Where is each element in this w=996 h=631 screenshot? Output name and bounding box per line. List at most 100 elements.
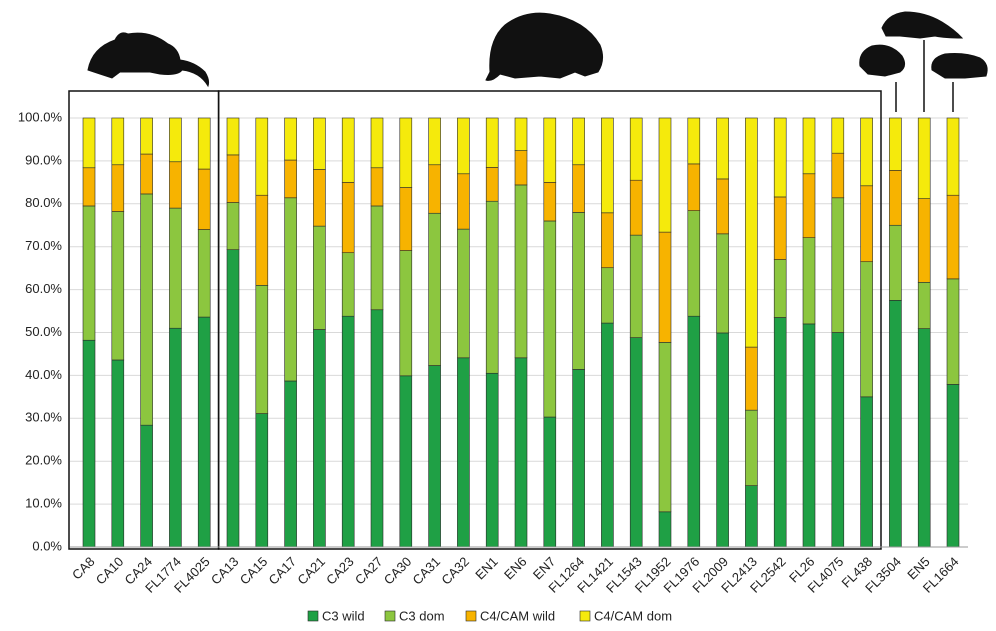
bar-segment <box>82 339 96 548</box>
bar-segment <box>745 346 758 411</box>
bar-segment <box>601 267 614 324</box>
group-boxes <box>68 90 882 550</box>
bar-segment <box>658 117 672 233</box>
bar-segment <box>889 117 902 171</box>
bar-segment <box>601 117 614 214</box>
bar-segment <box>687 315 701 548</box>
x-tick-label: CA21 <box>294 554 328 588</box>
x-tick-label: CA15 <box>237 554 271 588</box>
bar-segment <box>169 327 182 548</box>
y-tick-label: 20.0% <box>25 453 62 468</box>
y-tick-label: 40.0% <box>25 367 62 382</box>
bar-segment <box>313 117 326 170</box>
bar-segment <box>745 117 758 348</box>
bar-segment <box>341 252 355 317</box>
bar-segment <box>111 117 125 166</box>
bar-segment <box>457 173 470 230</box>
bar-segment <box>457 228 470 359</box>
bar-segment <box>82 117 96 169</box>
x-tick-label: CA32 <box>438 554 472 588</box>
bar-segment <box>831 152 845 199</box>
bar-segment <box>370 117 384 169</box>
bar-segment <box>889 300 902 548</box>
bar-segment <box>831 197 845 333</box>
bar-segment <box>514 184 528 359</box>
bar-segment <box>255 194 269 286</box>
bar-segment <box>543 182 557 222</box>
x-tick-label: CA13 <box>208 554 242 588</box>
legend-label: C3 wild <box>322 608 365 623</box>
bar-segment <box>658 511 672 548</box>
bar-segment <box>773 259 787 318</box>
bar-segment <box>140 117 153 155</box>
bar-segment <box>543 117 557 183</box>
y-tick-label: 90.0% <box>25 152 62 167</box>
bar-segment <box>802 323 816 548</box>
bar-segment <box>514 150 528 186</box>
legend-swatch <box>307 610 319 622</box>
bar-segment <box>917 282 931 329</box>
bar-segment <box>485 117 499 168</box>
bar-segment <box>457 117 470 175</box>
bar-segment <box>341 182 355 254</box>
x-tick-label: CA30 <box>381 554 415 588</box>
bar-segment <box>284 117 297 161</box>
bar-segment <box>946 384 960 548</box>
bar-segment <box>370 309 384 548</box>
x-tick-label: CA27 <box>352 554 386 588</box>
y-tick-label: 10.0% <box>25 496 62 511</box>
bar-segment <box>197 229 211 318</box>
animal-silhouette <box>931 53 988 79</box>
y-tick-label: 30.0% <box>25 410 62 425</box>
bar-segment <box>860 261 873 398</box>
x-tick-label: EN1 <box>472 554 500 582</box>
x-tick-label: CA31 <box>410 554 444 588</box>
bar-segment <box>917 328 931 548</box>
bar-segment <box>629 179 643 236</box>
bar-segment <box>255 117 269 196</box>
bar-segment <box>543 220 557 418</box>
bar-segment <box>111 211 125 361</box>
bar-segment <box>716 233 729 334</box>
animal-silhouette <box>881 11 964 39</box>
bar-segment <box>572 164 585 213</box>
bar-segment <box>831 117 845 154</box>
bar-segment <box>82 205 96 341</box>
bar-segment <box>313 225 326 330</box>
legend-swatch <box>465 610 477 622</box>
bar-segment <box>917 117 931 199</box>
bar-segment <box>197 117 211 170</box>
bar-segment <box>140 193 153 426</box>
bar-segment <box>197 316 211 548</box>
bar-segment <box>428 117 441 166</box>
legend-label: C4/CAM wild <box>480 608 555 623</box>
bar-segment <box>946 117 960 196</box>
bar-segment <box>860 396 873 548</box>
bar-segment <box>802 237 816 325</box>
bar-segment <box>601 212 614 269</box>
bar-segment <box>313 169 326 227</box>
bar-segment <box>428 164 441 214</box>
bar-segment <box>860 185 873 263</box>
bar-segment <box>802 173 816 238</box>
bar-segment <box>658 342 672 513</box>
bar-segment <box>284 159 297 199</box>
x-tick-label: EN6 <box>501 554 529 582</box>
bar-segment <box>514 357 528 548</box>
bar-segment <box>831 332 845 548</box>
bar-segment <box>514 117 528 151</box>
y-tick-label: 50.0% <box>25 324 62 339</box>
legend-label: C4/CAM dom <box>594 608 672 623</box>
bar-segment <box>255 413 269 548</box>
bar-segment <box>946 194 960 280</box>
bar-segment <box>773 317 787 548</box>
bar-segment <box>341 315 355 548</box>
bar-segment <box>284 380 297 548</box>
bar-segment <box>341 117 355 183</box>
x-tick-label: CA17 <box>266 554 300 588</box>
bar-segment <box>111 164 125 212</box>
group-box <box>217 90 882 550</box>
bar-segment <box>629 117 643 181</box>
bar-segment <box>946 278 960 385</box>
